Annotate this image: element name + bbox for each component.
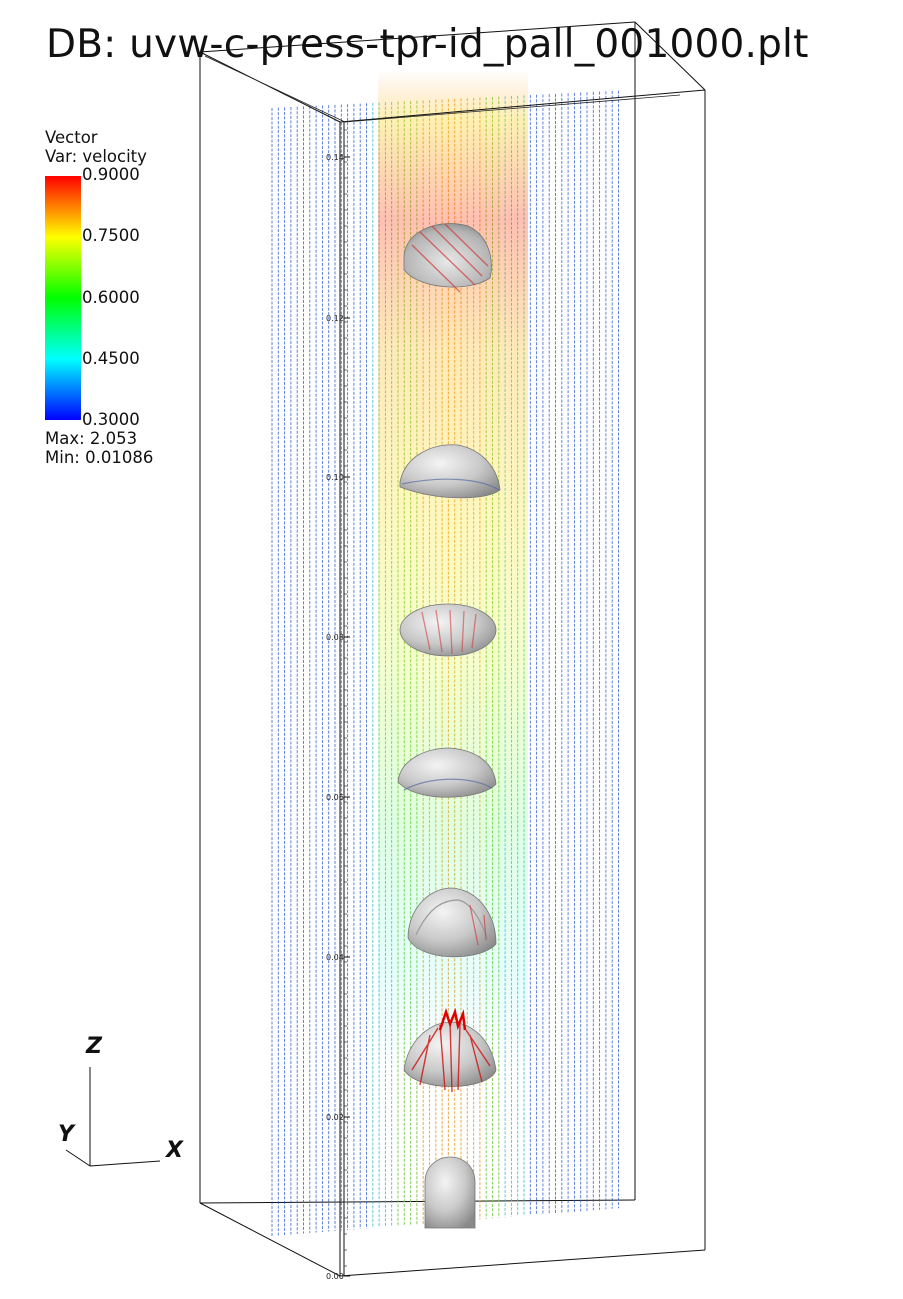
bubble-3 xyxy=(399,603,497,657)
colorbar-tick-label: 0.7500 xyxy=(82,226,140,245)
colorbar-tick-label: 0.4500 xyxy=(82,349,140,368)
legend-variable: Var: velocity xyxy=(45,147,147,166)
axis-tick-label: 0.06 xyxy=(326,793,344,802)
axis-tick-label: 0.04 xyxy=(326,953,344,962)
domain-box-front-edges xyxy=(199,51,706,1277)
bubble-6 xyxy=(403,1007,497,1093)
colorbar-tick-label: 0.9000 xyxy=(82,165,140,184)
axis-tick-label: 0.14 xyxy=(326,153,344,162)
axis-tick-label: 0.12 xyxy=(326,314,344,323)
bubble-2 xyxy=(399,444,501,499)
bubble-4 xyxy=(397,747,497,798)
vertical-axis: 0.14 0.12 0.10 0.08 0.06 0.04 0.02 0.00 xyxy=(326,122,350,1281)
colorbar xyxy=(45,176,81,420)
y-axis-label: Y xyxy=(58,1122,74,1147)
bubble-chain xyxy=(397,223,501,1229)
x-axis-label: X xyxy=(166,1138,183,1163)
axis-tick-label: 0.00 xyxy=(326,1272,344,1281)
axis-tick-label: 0.10 xyxy=(326,473,344,482)
z-axis-label: Z xyxy=(86,1034,102,1059)
min-value-label: Min: 0.01086 xyxy=(45,448,154,467)
bubble-5 xyxy=(407,887,497,958)
bubble-1 xyxy=(403,223,492,293)
legend-plot-type: Vector xyxy=(45,128,98,147)
axis-triad xyxy=(65,1067,161,1167)
colorbar-tick-label: 0.3000 xyxy=(82,410,140,429)
domain-box-back-edges xyxy=(199,21,706,1204)
colorbar-tick-label: 0.6000 xyxy=(82,288,140,307)
legend-title: Vector Var: velocity xyxy=(45,128,147,166)
top-axis-ruler xyxy=(204,55,681,123)
max-value-label: Max: 2.053 xyxy=(45,429,138,448)
axis-tick-label: 0.08 xyxy=(326,633,344,642)
database-title: DB: uvw-c-press-tpr-id_pall_001000.plt xyxy=(46,22,809,67)
bubble-7 xyxy=(424,1156,476,1229)
axis-tick-label: 0.02 xyxy=(326,1113,344,1122)
